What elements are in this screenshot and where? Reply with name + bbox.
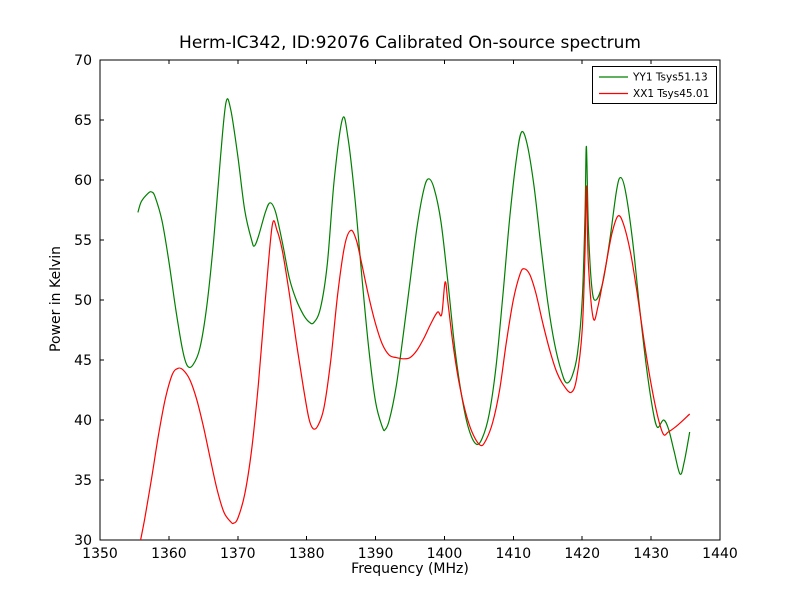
x-tick-label: 1360: [151, 546, 187, 562]
x-tick-label: 1410: [496, 546, 532, 562]
y-tick-label: 70: [74, 53, 92, 69]
x-tick-label: 1390: [358, 546, 394, 562]
y-tick-label: 55: [74, 233, 92, 249]
x-tick-label: 1370: [220, 546, 256, 562]
series-line-xx1: [140, 185, 691, 541]
x-tick-label: 1350: [82, 546, 118, 562]
legend-box: [592, 66, 717, 104]
y-tick-label: 35: [74, 473, 92, 489]
axes-frame: [99, 59, 721, 541]
x-tick-label: 1440: [702, 546, 738, 562]
x-tick-label: 1380: [289, 546, 325, 562]
legend-label: YY1 Tsys51.13: [632, 72, 708, 84]
x-axis-label: Frequency (MHz): [351, 561, 469, 577]
series-line-yy1: [137, 98, 691, 475]
y-tick-label: 65: [74, 113, 92, 129]
x-tick-label: 1400: [427, 546, 463, 562]
y-tick-label: 50: [74, 293, 92, 309]
chart-title: Herm-IC342, ID:92076 Calibrated On-sourc…: [179, 33, 641, 53]
x-tick-label: 1430: [633, 546, 669, 562]
y-tick-label: 60: [74, 173, 92, 189]
y-tick-label: 45: [74, 353, 92, 369]
y-tick-label: 40: [74, 413, 92, 429]
legend-label: XX1 Tsys45.01: [633, 88, 709, 100]
x-tick-label: 1420: [564, 546, 600, 562]
y-tick-label: 30: [74, 533, 92, 549]
